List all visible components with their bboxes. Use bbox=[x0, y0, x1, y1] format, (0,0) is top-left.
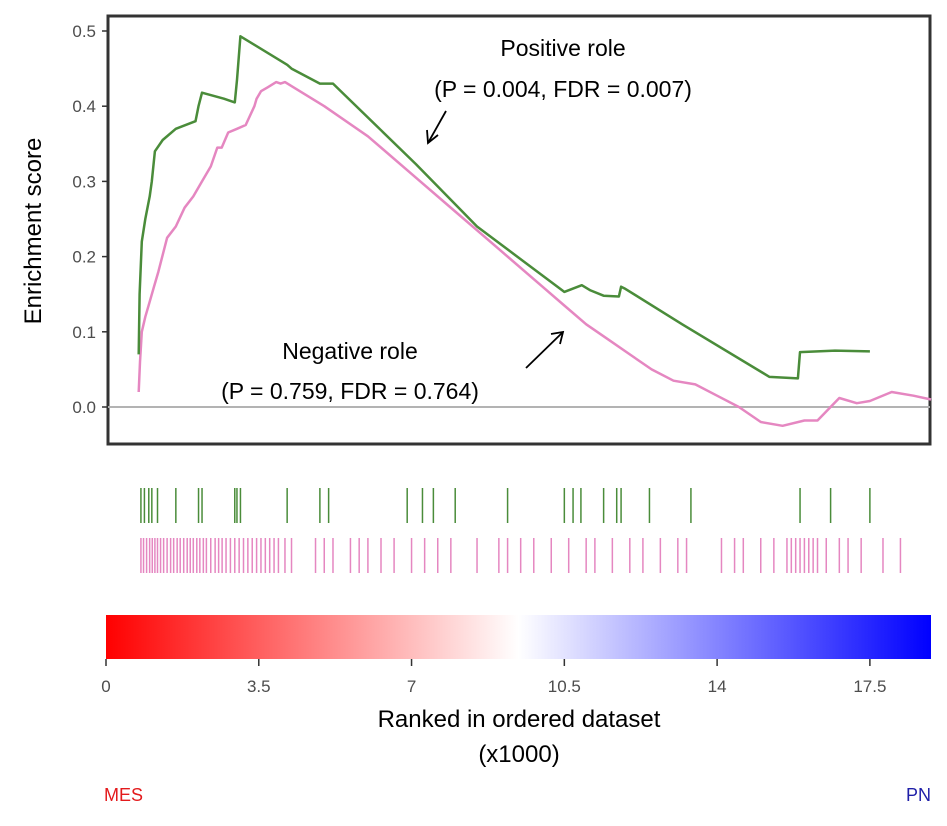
rank-colorbar bbox=[106, 615, 931, 659]
series-line-positive-role bbox=[137, 35, 870, 380]
annotation-negative-stats: (P = 0.759, FDR = 0.764) bbox=[221, 378, 479, 404]
hits-negative-role bbox=[140, 538, 902, 573]
y-tick-label: 0.4 bbox=[72, 97, 96, 116]
x-tick-label: 3.5 bbox=[247, 677, 271, 696]
x-tick-label: 7 bbox=[407, 677, 416, 696]
hits-positive-role bbox=[140, 488, 871, 523]
annotation-positive-stats: (P = 0.004, FDR = 0.007) bbox=[434, 76, 692, 102]
x-tick-label: 10.5 bbox=[548, 677, 581, 696]
x-axis-title-line1: Ranked in ordered dataset bbox=[378, 706, 661, 733]
y-axis: 0.0 0.1 0.2 0.3 0.4 0.5 bbox=[72, 22, 108, 417]
arrow-positive-annotation bbox=[426, 110, 447, 145]
annotation-positive-title: Positive role bbox=[500, 35, 625, 61]
plot-panel bbox=[106, 14, 932, 446]
annotation-negative-title: Negative role bbox=[282, 338, 418, 364]
y-tick-label: 0.0 bbox=[72, 398, 96, 417]
x-axis: 0 3.5 7 10.5 14 17.5 bbox=[101, 659, 886, 696]
x-tick-label: 14 bbox=[708, 677, 727, 696]
arrow-negative-annotation bbox=[525, 330, 565, 369]
x-tick-label: 17.5 bbox=[853, 677, 886, 696]
end-label-pn: PN bbox=[906, 785, 931, 805]
end-label-mes: MES bbox=[104, 785, 143, 805]
y-tick-label: 0.3 bbox=[72, 172, 96, 191]
series-line-negative-role bbox=[137, 80, 932, 428]
y-tick-label: 0.1 bbox=[72, 323, 96, 342]
x-tick-label: 0 bbox=[101, 677, 110, 696]
x-axis-title-line2: (x1000) bbox=[478, 741, 559, 768]
y-tick-label: 0.5 bbox=[72, 22, 96, 41]
y-tick-label: 0.2 bbox=[72, 248, 96, 267]
y-axis-title: Enrichment score bbox=[20, 138, 47, 325]
